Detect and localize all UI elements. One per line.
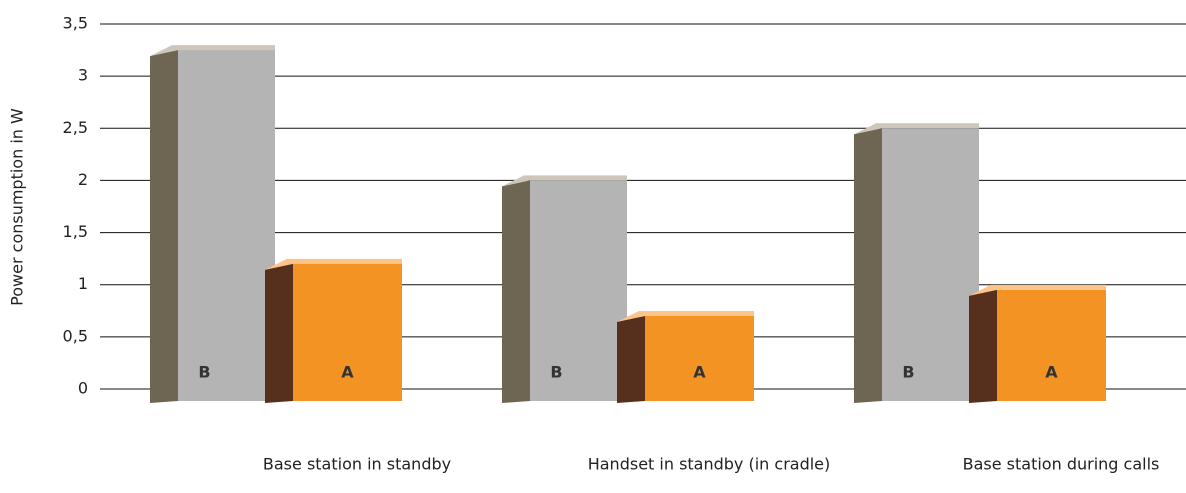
x-tick-label: Base station during calls: [963, 455, 1160, 474]
x-tick-label: Handset in standby (in cradle): [588, 455, 831, 474]
bar: [530, 180, 627, 401]
bar-top: [502, 175, 627, 187]
bar-side: [969, 289, 997, 403]
y-tick-label: 3: [78, 66, 88, 85]
y-tick-label: 1,5: [63, 222, 88, 241]
y-tick-label: 0: [78, 379, 88, 398]
bar-top: [969, 284, 1106, 296]
bar: [645, 316, 754, 401]
bar-label: B: [198, 363, 210, 382]
bar-side: [854, 128, 882, 404]
bar-label: A: [341, 363, 354, 382]
y-tick-label: 3,5: [63, 14, 88, 33]
bar: [997, 289, 1106, 401]
bar-side: [150, 50, 178, 403]
bar: [293, 263, 402, 401]
bar-top: [150, 45, 275, 57]
bar-label: A: [1045, 363, 1058, 382]
y-tick-label: 0,5: [63, 326, 88, 345]
bar-top: [617, 311, 754, 322]
bar-top: [265, 258, 402, 270]
y-tick-label: 2,5: [63, 118, 88, 137]
x-tick-label: Base station in standby: [263, 455, 451, 474]
bar-side: [265, 263, 293, 403]
bar-label: B: [550, 363, 562, 382]
y-axis-label: Power consumption in W: [8, 108, 27, 306]
bar: [882, 128, 979, 402]
bar-top: [854, 123, 979, 135]
bar-side: [502, 180, 530, 403]
bar: [178, 50, 275, 401]
bar-label: B: [902, 363, 914, 382]
y-tick-label: 2: [78, 170, 88, 189]
bar-side: [617, 316, 645, 403]
bar-label: A: [693, 363, 706, 382]
y-tick-label: 1: [78, 274, 88, 293]
